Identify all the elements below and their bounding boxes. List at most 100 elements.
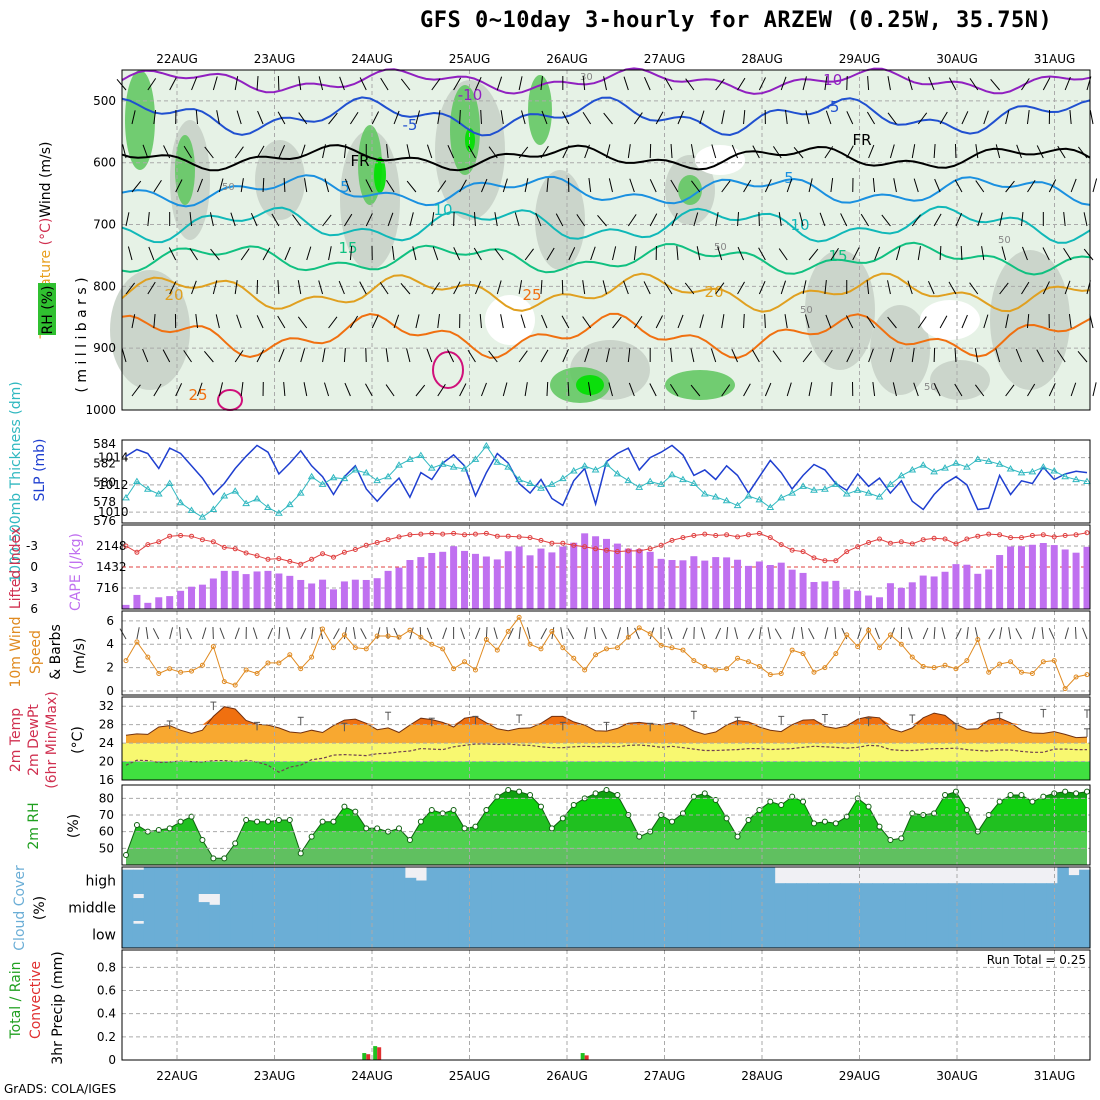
cloud-level-label: low: [92, 928, 116, 944]
wind-barb: [322, 214, 332, 227]
isotherm-label: 20: [704, 283, 723, 301]
wind-barb: [1077, 350, 1088, 363]
cape-bar: [504, 551, 512, 609]
wind-barb: [1026, 110, 1030, 125]
wind-barb: [304, 178, 308, 193]
wind-barb: [262, 247, 271, 261]
wind-barb: [562, 111, 570, 125]
wind-barb: [365, 213, 373, 227]
wind-barb: [933, 143, 936, 159]
wind-barb: [1064, 76, 1071, 91]
wind-barb: [874, 246, 881, 261]
wind-barb: [887, 112, 897, 125]
cloud-cell: [198, 867, 210, 894]
cape-bar: [122, 604, 130, 609]
pressure-tick-label: 500: [93, 94, 116, 108]
thickness-point: [842, 490, 851, 497]
cloud-cell: [937, 894, 950, 921]
wind-barb: [582, 280, 586, 295]
wind-barb: [737, 211, 740, 227]
lifted-index-point: [953, 541, 959, 547]
wind-barb: [911, 214, 921, 227]
wind-speed-point: [833, 651, 839, 657]
wind-barb: [743, 110, 746, 125]
isotherm-label: FR: [350, 152, 369, 170]
cloud-cell: [198, 921, 210, 948]
cloud-cell: [839, 894, 852, 921]
precip-total-bar: [373, 1046, 378, 1060]
rh-point: [537, 803, 544, 810]
cloud-cell: [785, 921, 797, 948]
wind-barb: [507, 627, 514, 640]
wind-barb: [546, 381, 549, 397]
wind-barb: [437, 180, 447, 193]
rh-point: [396, 825, 403, 832]
wind-speed-point: [767, 672, 773, 678]
precip-frame: [121, 949, 1091, 1061]
cloud-cell: [1035, 921, 1048, 948]
cloud-cell: [796, 894, 808, 921]
cape-bar: [177, 590, 185, 609]
thickness-point: [275, 509, 283, 516]
wind-barb: [339, 76, 345, 91]
wind-barb: [667, 627, 673, 640]
cloud-cell: [426, 894, 439, 921]
wind-barb: [502, 178, 508, 193]
rh-contour-area: [990, 250, 1070, 390]
wind-barb: [349, 246, 353, 261]
wind-barb: [500, 314, 504, 329]
thickness-point: [984, 457, 993, 464]
cape-bar: [308, 583, 316, 609]
wind-barb: [142, 144, 149, 159]
cape-bar: [646, 551, 654, 609]
rh-contour-area: [805, 250, 875, 370]
chart-title: GFS 0~10day 3-hourly for ARZEW (0.25W, 3…: [420, 8, 1053, 33]
wind-barb: [277, 111, 286, 125]
wind-speed-point: [975, 637, 981, 643]
thickness-point: [1028, 467, 1037, 475]
wind-speed-point: [986, 669, 992, 675]
wind-barb: [447, 145, 455, 159]
temp-tick-label: 16: [99, 773, 114, 787]
cloud-cell: [1057, 894, 1069, 921]
lifted-index-point: [210, 539, 216, 545]
wind-barb: [119, 628, 127, 640]
cloud-cell: [557, 921, 569, 948]
wind-speed-point: [745, 659, 751, 665]
cape-bar: [340, 581, 348, 609]
lifted-index-point: [931, 535, 937, 541]
cloud-cell: [774, 921, 787, 948]
wind-barb: [1005, 384, 1015, 397]
thickness-point: [591, 466, 600, 473]
wind-speed-point: [210, 644, 216, 650]
cloud-cell: [393, 921, 406, 948]
cloud-cell: [513, 894, 526, 921]
wind-barb: [700, 627, 706, 640]
wind-barb: [830, 247, 839, 261]
wind-barb: [715, 627, 722, 640]
wind-barb: [524, 248, 534, 261]
wind-barb: [169, 281, 177, 295]
wind-speed-point: [877, 645, 883, 651]
wind-barb: [824, 280, 827, 295]
isotherm-line: [121, 241, 1091, 276]
wind-barb: [240, 178, 244, 193]
thickness-point: [1006, 465, 1015, 472]
lifted-index-point: [636, 548, 642, 554]
thickness-point: [471, 455, 480, 462]
wind-barb: [1015, 348, 1022, 363]
thickness-point: [995, 460, 1004, 467]
date-tick-top: 27AUG: [644, 52, 686, 66]
rh-contour-area: [870, 305, 930, 395]
cloud-cell: [818, 883, 830, 894]
wind-barb: [453, 281, 461, 295]
cape-bar: [286, 575, 294, 609]
wind-speed-point: [265, 660, 271, 666]
cloud-cell: [915, 894, 928, 921]
cloud-cell: [720, 867, 732, 894]
lifted-index-point: [855, 544, 861, 550]
temp-tick-label: 32: [99, 699, 114, 713]
rh-ylabel: 2m RH: [26, 802, 42, 849]
wind-barb: [297, 280, 302, 295]
cloud-cell: [209, 904, 221, 921]
